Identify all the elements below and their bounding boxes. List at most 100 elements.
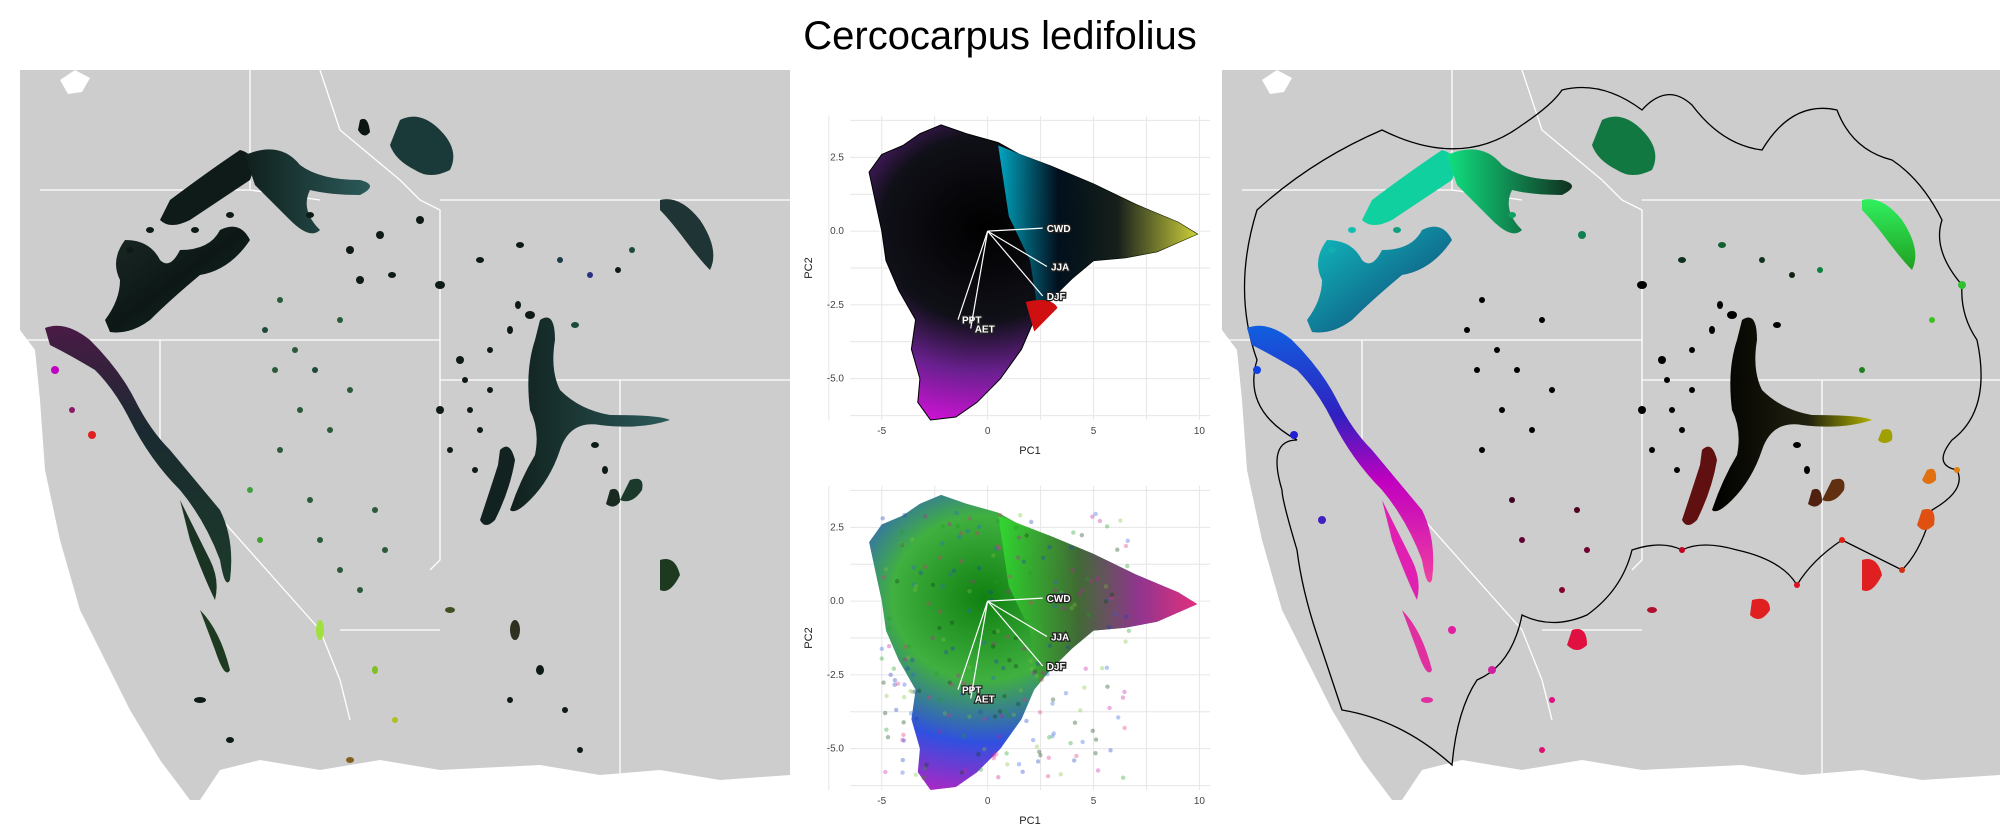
- speckle-point: [1063, 691, 1069, 696]
- speckle-point: [902, 682, 907, 687]
- speckle-point: [981, 640, 987, 645]
- x-tick-label: 10: [1194, 796, 1206, 807]
- speckle-point: [887, 616, 892, 621]
- speckle-point: [978, 767, 984, 772]
- map-right-svg: [1222, 70, 2000, 800]
- speckle-point: [950, 646, 956, 651]
- speckle-point: [914, 716, 919, 721]
- speckle-point: [961, 733, 966, 739]
- y-tick-label: 0.0: [830, 226, 844, 237]
- speckle-point: [924, 762, 929, 768]
- speckle-point: [1085, 576, 1090, 582]
- axis-ticks: -5 0 5 10 2.5 0.0 -2.5 -5.0: [827, 152, 1206, 437]
- speckle-point: [943, 650, 949, 655]
- red-tip: [1025, 299, 1058, 332]
- speckle-point: [1086, 612, 1091, 618]
- speckle-point: [881, 680, 886, 685]
- speckle-point: [1089, 578, 1094, 583]
- speckle-point: [1046, 755, 1052, 761]
- speckle-point: [886, 643, 892, 649]
- vector-label-aet: AET: [975, 695, 995, 706]
- speckle-point: [884, 727, 889, 732]
- speckle-point: [887, 626, 892, 631]
- speckle-point: [1071, 758, 1077, 763]
- speckle-point: [888, 672, 893, 678]
- speckle-point: [1079, 533, 1085, 538]
- speckle-point: [881, 575, 887, 580]
- state-boundaries-right: [1222, 70, 2000, 800]
- speckle-point: [910, 657, 915, 663]
- speckle-point: [1080, 587, 1085, 593]
- speckle-point: [1093, 751, 1098, 756]
- speckle-point: [893, 707, 899, 713]
- speckle-point: [902, 657, 908, 662]
- convex-hull-outline: [1243, 86, 1982, 767]
- vector-ppt: [957, 230, 989, 320]
- speckle-point: [883, 769, 888, 775]
- range-dots-left: [51, 212, 635, 763]
- speckle-point: [1018, 688, 1023, 693]
- speckle-point: [1072, 602, 1077, 607]
- y-tick-label: 2.5: [830, 152, 844, 163]
- speckle-point: [1021, 559, 1026, 564]
- speckle-point: [1072, 720, 1078, 725]
- vector-label-djf: DJF: [1047, 662, 1066, 673]
- speckle-point: [951, 568, 957, 573]
- speckle-point: [1050, 734, 1055, 739]
- speckle-point: [976, 751, 981, 757]
- speckle-point: [1077, 591, 1083, 597]
- speckle-point: [991, 753, 997, 758]
- speckle-point: [1027, 571, 1033, 576]
- speckle-point: [1061, 606, 1067, 611]
- vector-label-jja: JJA: [1051, 633, 1069, 644]
- water-areas-right: [1222, 70, 2000, 800]
- water-areas: [20, 70, 790, 800]
- speckle-point: [997, 734, 1002, 739]
- speckle-point: [1105, 597, 1111, 602]
- speckle-point: [992, 714, 998, 719]
- speckle-point: [1040, 670, 1045, 676]
- speckle-point: [1090, 514, 1095, 519]
- y-tick-label: 0.0: [830, 596, 844, 607]
- speckle-point: [977, 565, 982, 571]
- speckle-point: [1093, 511, 1098, 517]
- speckle-point: [957, 534, 962, 540]
- speckle-point: [982, 716, 987, 722]
- speckle-point: [1125, 538, 1130, 544]
- speckle-point: [1120, 695, 1126, 700]
- speckle-point: [884, 693, 889, 699]
- loading-vectors: CWDJJADJFPPTAET: [957, 593, 1072, 707]
- speckle-point: [940, 523, 946, 529]
- speckle-point: [1037, 710, 1043, 715]
- speckle-point: [937, 625, 942, 631]
- speckle-point: [956, 673, 961, 678]
- pca-bottom-plot: CWDJJADJFPPTAET-505102.50.0-2.5-5.0PC1PC…: [803, 486, 1210, 827]
- speckle-point: [991, 553, 996, 558]
- map-left-panel: [20, 70, 790, 800]
- speckle-points: [879, 510, 1132, 781]
- speckle-point: [1109, 592, 1115, 597]
- speckle-point: [1071, 530, 1076, 535]
- speckle-point: [1046, 735, 1052, 740]
- speckle-point: [930, 582, 936, 587]
- speckle-point: [883, 567, 889, 572]
- range-polygons-left: [45, 116, 714, 673]
- speckle-point: [1069, 605, 1074, 611]
- speckle-point: [922, 766, 927, 771]
- speckle-point: [958, 558, 964, 564]
- range-dots-right: [1253, 212, 1966, 753]
- pca-bottom-panel: CWDJJADJFPPTAET-505102.50.0-2.5-5.0PC1PC…: [790, 470, 1222, 830]
- speckle-point: [901, 694, 907, 700]
- x-tick-label: -5: [877, 796, 886, 807]
- speckle-point: [1020, 769, 1025, 774]
- speckle-point: [941, 637, 946, 642]
- speckle-point: [1016, 555, 1021, 560]
- speckle-point: [1093, 737, 1099, 742]
- speckle-point: [996, 638, 1001, 644]
- speckle-point: [895, 681, 901, 686]
- speckle-point: [1011, 712, 1017, 717]
- speckle-point: [934, 671, 939, 676]
- speckle-point: [1020, 625, 1026, 630]
- speckle-point: [1122, 725, 1127, 731]
- speckle-point: [903, 644, 908, 649]
